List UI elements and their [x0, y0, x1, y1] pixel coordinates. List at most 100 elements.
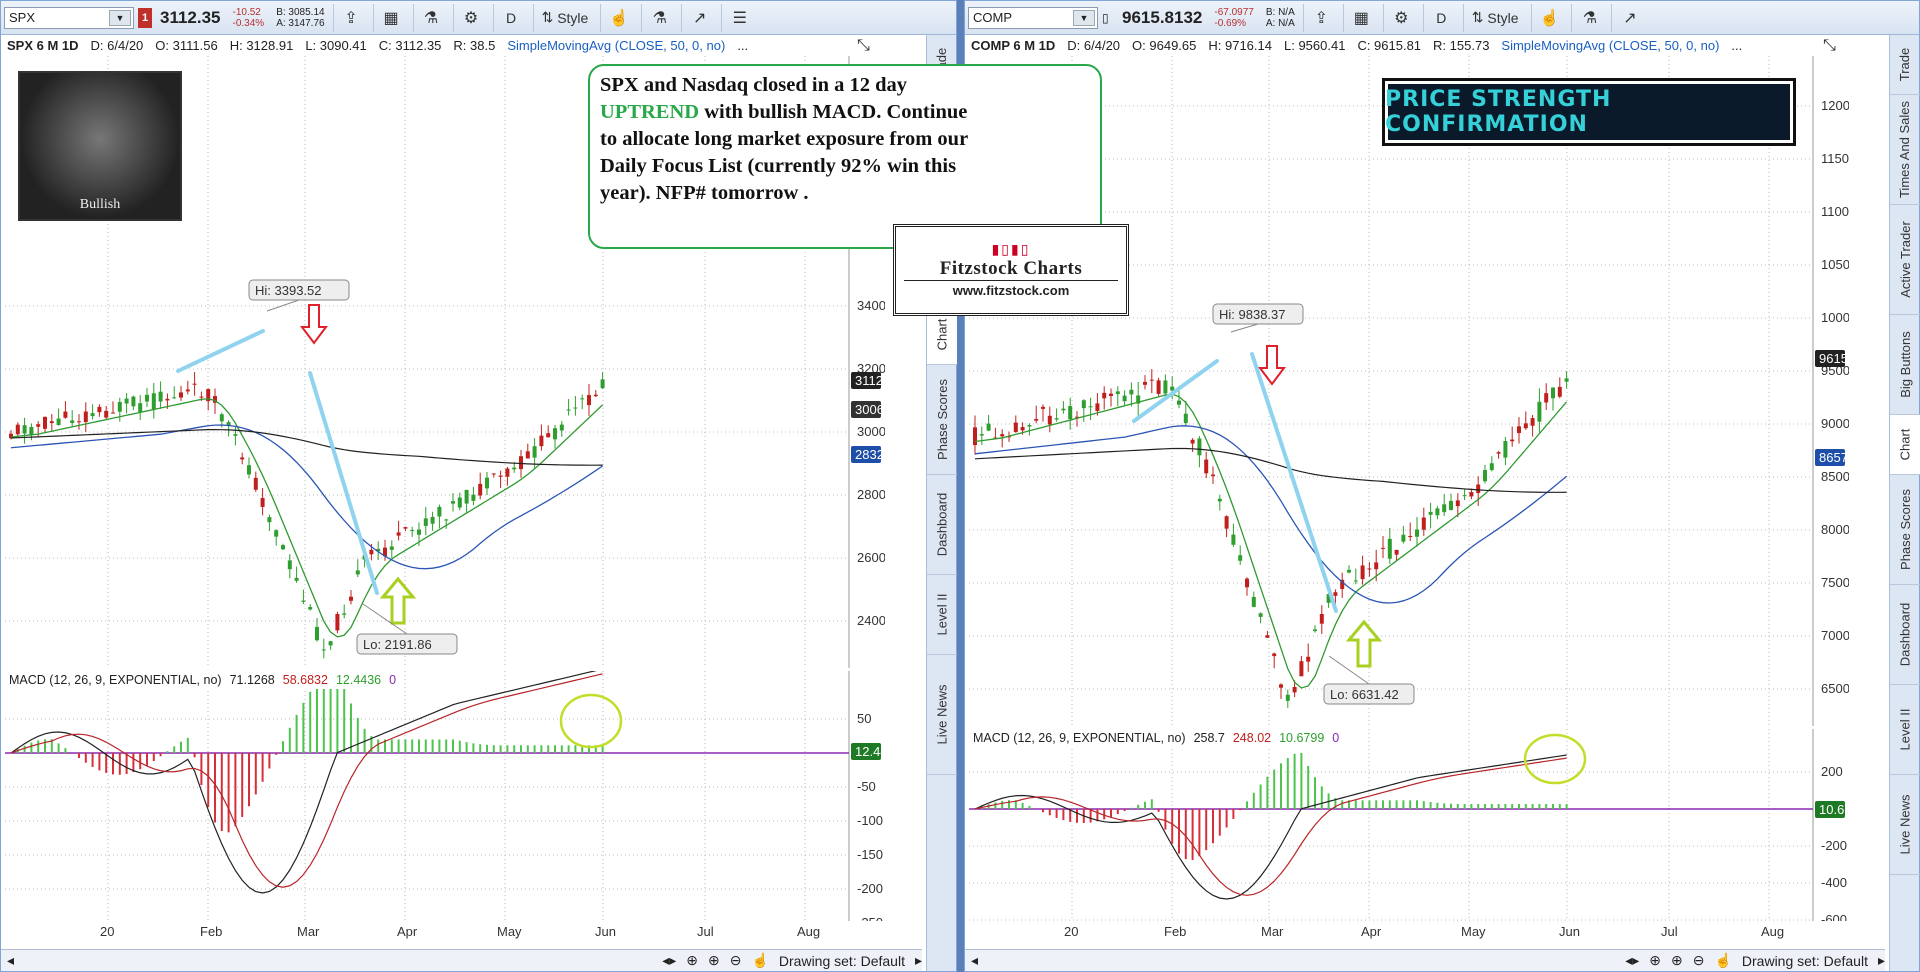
macd-panel[interactable]: 200 0 -200 -400 -600 10.6799 MACD (12, 26, 9,… — [969, 729, 1849, 921]
pan-icon[interactable]: ☝ — [751, 952, 769, 968]
lo-leader — [1328, 655, 1370, 685]
chevron-down-icon[interactable]: ▼ — [109, 9, 131, 26]
link-icon[interactable]: ▯ — [1102, 10, 1109, 25]
tab-level-ii[interactable]: Level II — [1890, 685, 1920, 775]
candle-body — [247, 465, 251, 475]
info-open: O: 3111.56 — [155, 37, 218, 53]
collapse-icon[interactable]: ⤡ — [857, 37, 870, 54]
candle-body — [485, 477, 489, 489]
candle-body — [1496, 452, 1501, 454]
calendar-icon[interactable]: ▦ — [372, 3, 409, 32]
time-axis-label: Feb — [1164, 924, 1187, 939]
price-tag-box — [1815, 350, 1845, 367]
flask-icon[interactable]: ⚗ — [1571, 3, 1607, 32]
candle-body — [1272, 653, 1277, 657]
tab-times-and-sales[interactable]: Times And Sales — [1890, 95, 1920, 205]
candle-body — [1224, 516, 1229, 529]
candle-body — [192, 383, 197, 385]
fit-icon[interactable]: ◂▸ — [662, 952, 677, 968]
candle-body — [97, 406, 102, 413]
hi-label: Hi: 3393.52 — [255, 283, 322, 298]
hand-icon[interactable]: ☝ — [1530, 3, 1568, 32]
pan-icon[interactable]: ☝ — [1714, 952, 1732, 968]
candle-body — [151, 393, 156, 410]
macd-axis-label: -100 — [857, 813, 883, 828]
tab-level-ii[interactable]: Level II — [927, 575, 957, 655]
more-label[interactable]: ... — [1731, 37, 1743, 53]
scroll-left-icon[interactable]: ◂ — [7, 952, 15, 968]
candle-body — [1517, 426, 1521, 434]
candle-body — [1258, 613, 1263, 617]
price-panel[interactable]: 1200011500110001050010000950090008500800… — [969, 56, 1849, 726]
tab-chart[interactable]: Chart — [1890, 415, 1920, 475]
candle-body — [1054, 418, 1059, 420]
flask-icon[interactable]: ⚗ — [641, 3, 677, 32]
period-button[interactable]: D — [1422, 3, 1459, 32]
candle-body — [1000, 434, 1005, 437]
gear-icon[interactable]: ⚙ — [452, 3, 489, 32]
flask-icon[interactable]: ⚗ — [412, 3, 449, 32]
candle-body — [532, 446, 537, 458]
scroll-right-icon[interactable]: ▸ — [914, 952, 922, 968]
calendar-icon[interactable]: ▦ — [1342, 3, 1379, 32]
tab-live-news[interactable]: Live News — [927, 655, 957, 775]
more-label[interactable]: ... — [737, 37, 749, 53]
zoom-out-icon[interactable]: ⊖ — [1692, 952, 1705, 968]
time-axis-label: Aug — [797, 924, 821, 939]
price-axis-label: 2400 — [857, 613, 885, 628]
symbol-selector[interactable]: COMP ▼ — [968, 6, 1098, 29]
scroll-left-icon[interactable]: ◂ — [971, 952, 979, 968]
toolbar: SPX ▼ 1 3112.35 -10.52 -0.34% B: 3085.14 A:… — [1, 1, 956, 35]
style-button[interactable]: ⇅ Style — [532, 3, 597, 32]
zoom-out-icon[interactable]: ⊖ — [729, 952, 742, 968]
crosshair-icon[interactable]: ⊕ — [1649, 952, 1661, 968]
tab-active-trader[interactable]: Active Trader — [1890, 205, 1920, 315]
study-label[interactable]: SimpleMovingAvg (CLOSE, 50, 0, no) — [1501, 37, 1720, 53]
tab-label: Phase Scores — [1897, 489, 1913, 570]
tab-big-buttons[interactable]: Big Buttons — [1890, 315, 1920, 415]
drawing-icon[interactable]: ↗ — [681, 3, 717, 32]
tab-trade[interactable]: Trade — [1890, 35, 1920, 95]
macd-zero: 0 — [1332, 731, 1340, 745]
tab-phase-scores[interactable]: Phase Scores — [1890, 475, 1920, 585]
share-icon[interactable]: ⇪ — [1302, 3, 1339, 32]
time-axis-label: 20 — [1064, 924, 1079, 939]
zoom-in-icon[interactable]: ⊕ — [708, 952, 720, 968]
tab-phase-scores[interactable]: Phase Scores — [927, 365, 957, 475]
symbol-selector[interactable]: SPX ▼ — [4, 6, 134, 29]
collapse-icon[interactable]: ⤡ — [1823, 37, 1836, 54]
candle-body — [1537, 401, 1542, 422]
macd-axis-label: 50 — [857, 711, 871, 726]
zoom-in-icon[interactable]: ⊕ — [1671, 952, 1683, 968]
candle-body — [179, 392, 183, 398]
candle-body — [1285, 694, 1290, 701]
tab-dashboard[interactable]: Dashboard — [1890, 585, 1920, 685]
menu-icon[interactable]: ☰ — [721, 3, 757, 32]
style-button[interactable]: ⇅ Style — [1462, 3, 1527, 32]
gear-icon[interactable]: ⚙ — [1382, 3, 1419, 32]
drawing-set-label[interactable]: Drawing set: Default — [778, 952, 905, 969]
fit-icon[interactable]: ◂▸ — [1625, 952, 1640, 968]
drawing-icon[interactable]: ↗ — [1611, 3, 1647, 32]
tab-live-news[interactable]: Live News — [1890, 775, 1920, 875]
tab-dashboard[interactable]: Dashboard — [927, 475, 957, 575]
candle-body — [430, 516, 435, 524]
link-badge[interactable]: 1 — [138, 7, 152, 28]
lo-label: Lo: 2191.86 — [363, 637, 432, 652]
period-button[interactable]: D — [492, 3, 529, 32]
chevron-down-icon[interactable]: ▼ — [1073, 9, 1095, 26]
study-label[interactable]: SimpleMovingAvg (CLOSE, 50, 0, no) — [507, 37, 726, 53]
logo-name: Fitzstock Charts — [904, 258, 1118, 281]
candle-body — [199, 396, 204, 398]
candle-body — [593, 394, 598, 397]
logo-url: www.fitzstock.com — [952, 283, 1070, 298]
candle-body — [566, 409, 571, 411]
share-icon[interactable]: ⇪ — [332, 3, 369, 32]
sma-short-line — [10, 397, 604, 638]
macd-panel[interactable]: 50 0 -50 -100 -150 -200 -250 12.4436 MACD (12, … — [5, 671, 885, 921]
drawing-set-label[interactable]: Drawing set: Default — [1741, 952, 1868, 969]
hand-icon[interactable]: ☝ — [600, 3, 637, 32]
scroll-right-icon[interactable]: ▸ — [1877, 952, 1885, 968]
crosshair-icon[interactable]: ⊕ — [686, 952, 698, 968]
candle-body — [281, 545, 285, 550]
